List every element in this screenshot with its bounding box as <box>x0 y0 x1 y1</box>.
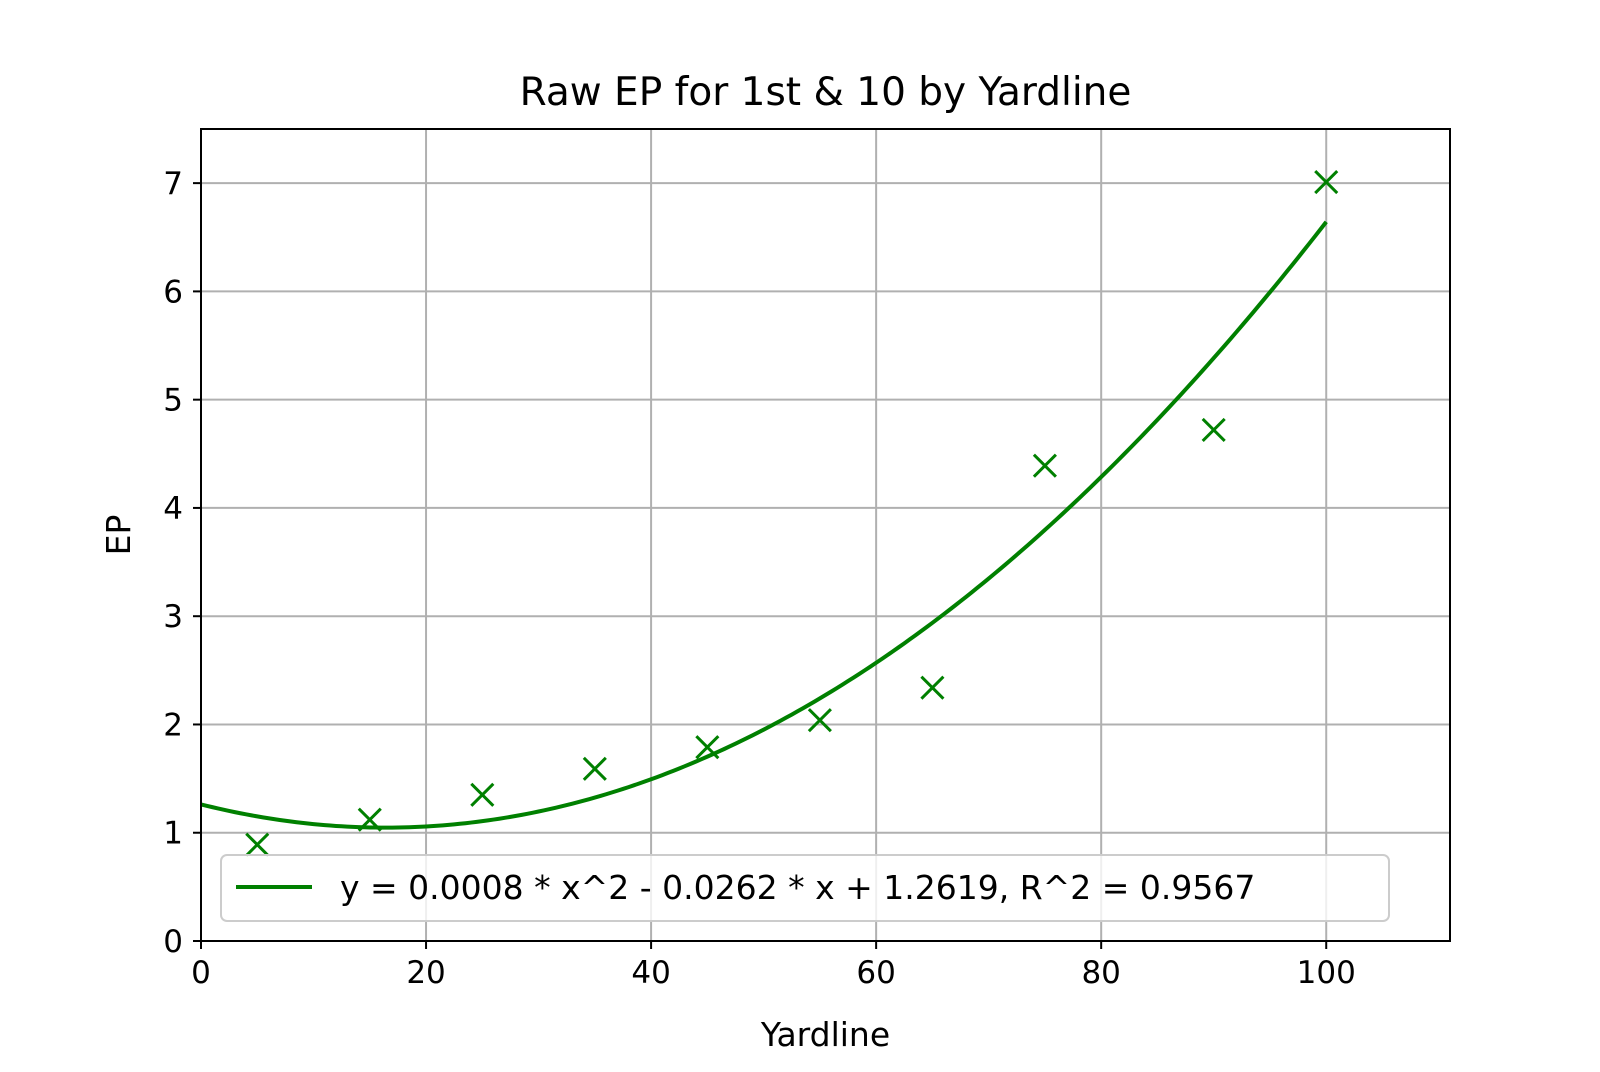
x-tick-label: 100 <box>1297 955 1356 991</box>
y-tick-label: 3 <box>163 599 183 635</box>
data-point-marker <box>1314 169 1339 195</box>
x-tick-label: 0 <box>191 955 211 991</box>
series <box>200 169 1339 857</box>
y-axis-label: EP <box>99 515 138 556</box>
data-point-marker <box>582 756 607 781</box>
x-axis-label: Yardline <box>760 1015 890 1054</box>
legend-label: y = 0.0008 * x^2 - 0.0262 * x + 1.2619, … <box>340 868 1255 907</box>
ticks: 0 20 40 60 80 100 0 1 2 3 4 5 6 7 <box>163 166 1356 991</box>
y-tick-label: 2 <box>163 707 183 743</box>
data-point-marker <box>1201 417 1226 443</box>
y-tick-label: 4 <box>163 491 183 527</box>
fit-curve <box>200 220 1328 830</box>
legend-box <box>220 854 1390 922</box>
grid <box>200 129 1450 942</box>
chart-title: Raw EP for 1st & 10 by Yardline <box>520 70 1132 115</box>
data-point-marker <box>695 735 720 760</box>
x-tick-label: 40 <box>631 955 670 991</box>
data-point-marker <box>470 782 495 807</box>
x-tick-label: 20 <box>406 955 445 991</box>
y-tick-label: 7 <box>163 166 183 202</box>
legend: y = 0.0008 * x^2 - 0.0262 * x + 1.2619, … <box>220 854 1390 922</box>
data-point-marker <box>807 708 832 733</box>
y-tick-label: 1 <box>163 816 183 852</box>
data-point-marker <box>1032 453 1057 478</box>
data-point-marker <box>245 832 270 857</box>
data-point-marker <box>920 675 945 700</box>
y-tick-label: 6 <box>163 274 183 310</box>
y-tick-label: 0 <box>163 924 183 960</box>
data-point-marker <box>357 807 382 832</box>
y-tick-label: 5 <box>163 383 183 419</box>
x-tick-label: 80 <box>1081 955 1120 991</box>
plot-frame <box>200 128 1451 942</box>
x-tick-label: 60 <box>856 955 895 991</box>
